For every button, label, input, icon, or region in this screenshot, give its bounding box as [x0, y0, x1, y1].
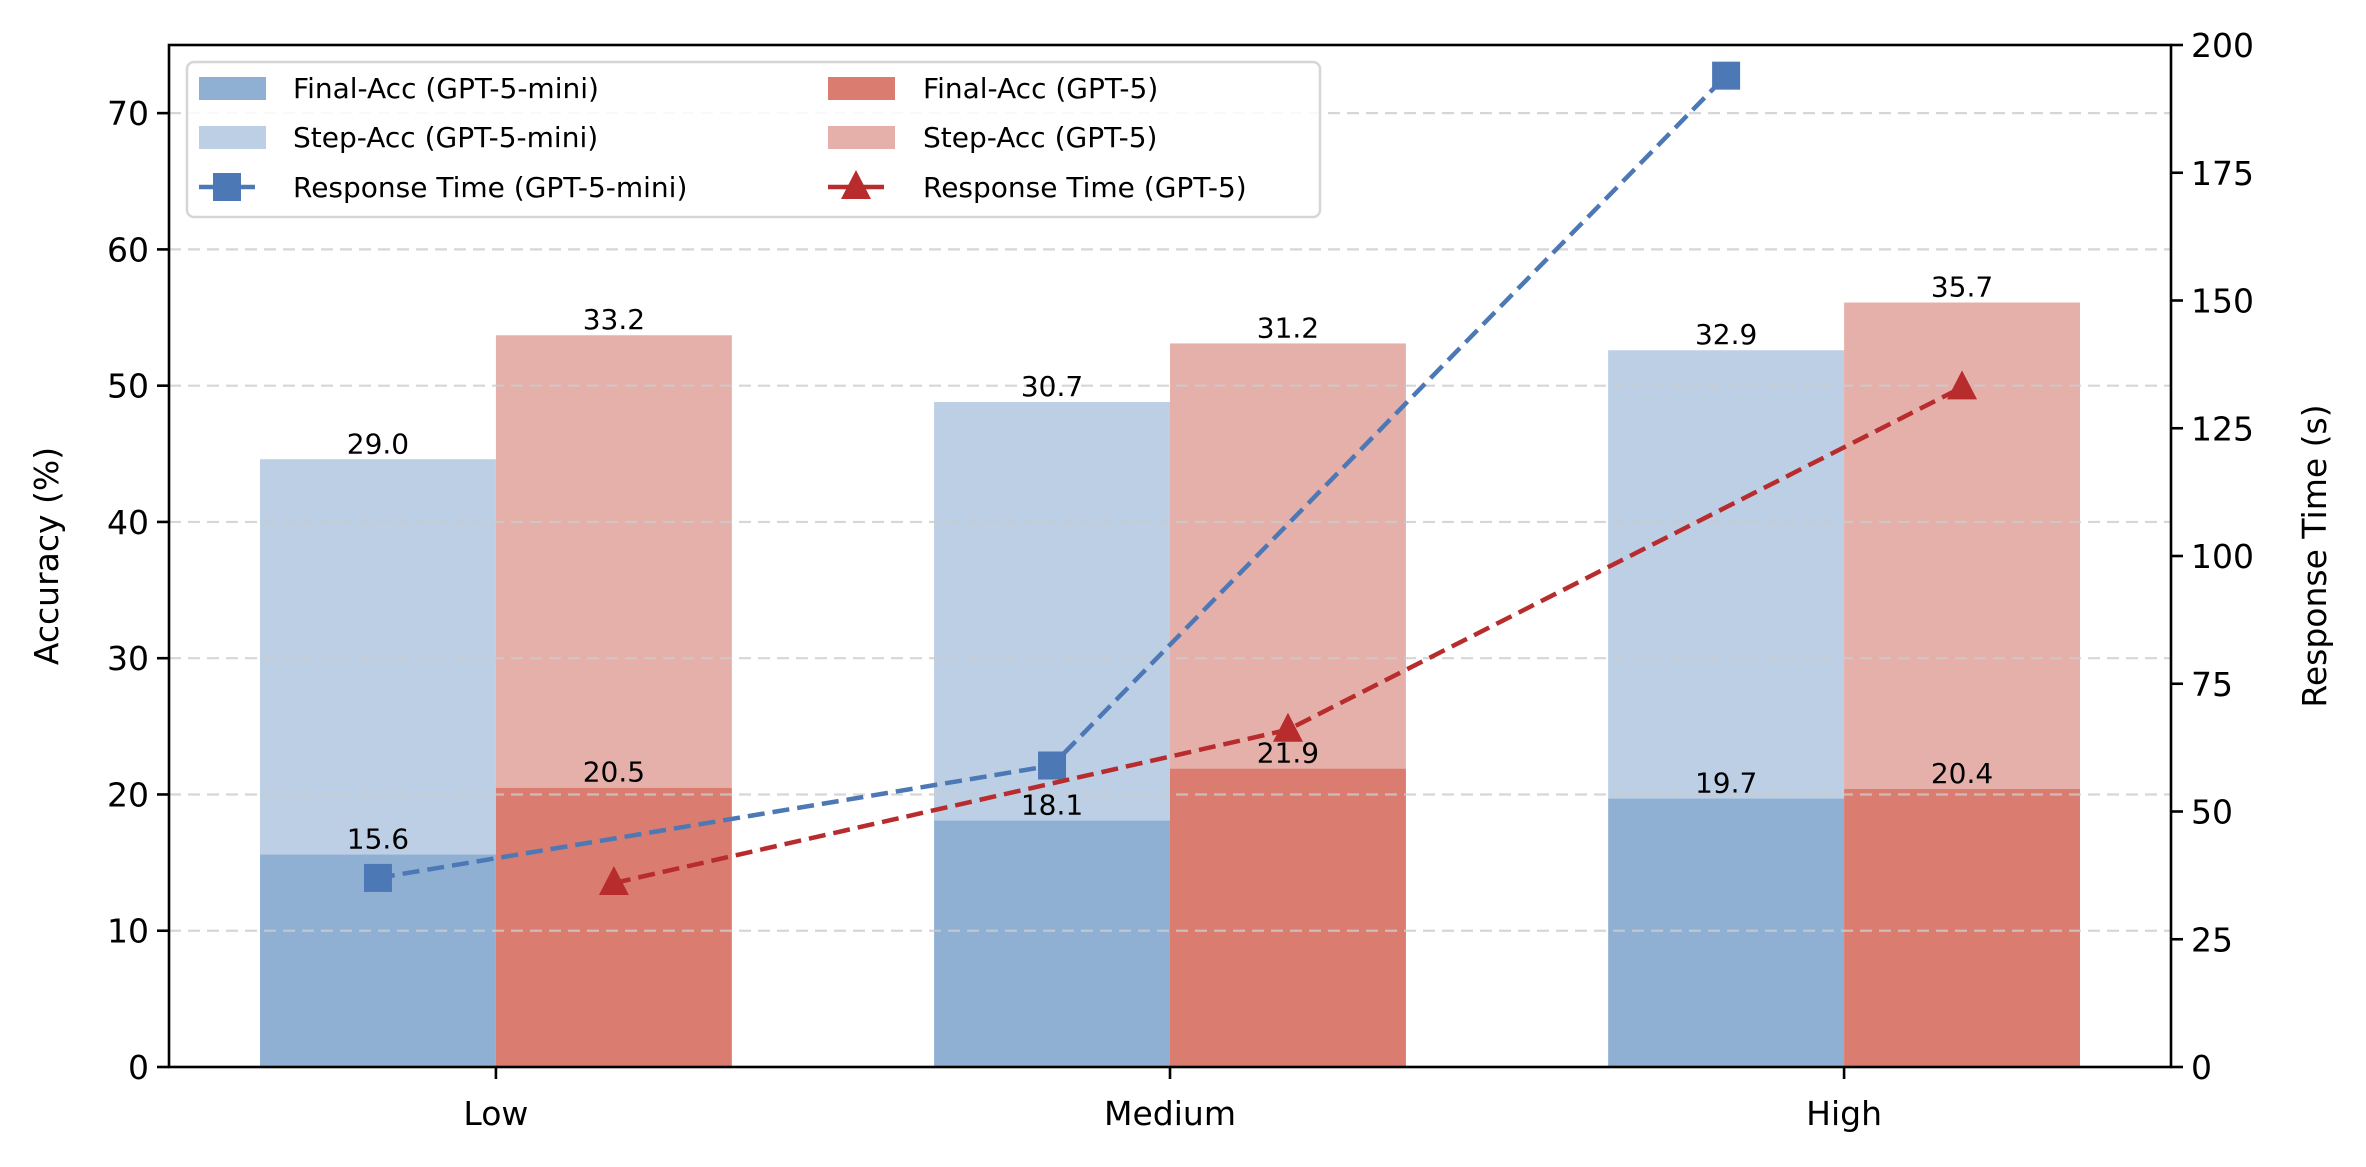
x-tick-label-high: High	[1806, 1094, 1882, 1133]
data-label-step-gpt-5-medium: 31.2	[1257, 311, 1319, 344]
y2-tick-label: 100	[2191, 537, 2254, 576]
legend-label-response-time-gpt-5: Response Time (GPT-5)	[923, 171, 1247, 204]
legend-label-final-acc-gpt-5-mini: Final-Acc (GPT-5-mini)	[293, 72, 599, 105]
marker-triangle-high	[1947, 370, 1978, 400]
y-tick-label: 50	[107, 367, 149, 406]
y-axis-label: Accuracy (%)	[27, 447, 66, 665]
response-time-lines	[363, 61, 1978, 896]
legend-swatch-step-acc-gpt-5	[828, 126, 895, 149]
data-label-final-gpt-5-high: 20.4	[1931, 757, 1993, 790]
data-label-step-gpt-5-mini-medium: 30.7	[1021, 370, 1083, 403]
y2-tick-label: 200	[2191, 26, 2254, 65]
legend-box	[185, 60, 1322, 219]
y2-axis-label: Response Time (s)	[2295, 404, 2334, 707]
y-tick-label: 10	[107, 912, 149, 951]
x-tick-label-medium: Medium	[1104, 1094, 1236, 1133]
bar-step-acc-gpt-5-mini-medium	[934, 402, 1170, 821]
marker-triangle-medium	[1272, 712, 1303, 742]
legend-swatch-final-acc-gpt-5-mini	[199, 77, 266, 100]
data-label-final-gpt-5-low: 20.5	[583, 756, 645, 789]
legend-swatch-step-acc-gpt-5-mini	[199, 126, 266, 149]
bar-final-acc-gpt-5-mini-medium	[934, 820, 1170, 1067]
y2-tick-label: 125	[2191, 409, 2254, 448]
bar-step-acc-gpt-5-mini-high	[1608, 350, 1845, 799]
y2-tick-label: 175	[2191, 154, 2254, 193]
y-tick-label: 70	[107, 94, 149, 133]
y-tick-label: 0	[128, 1048, 149, 1087]
y-tick-label: 20	[107, 775, 149, 814]
bar-final-acc-gpt-5-low	[495, 787, 732, 1067]
legend-label-response-time-gpt-5-mini: Response Time (GPT-5-mini)	[293, 171, 687, 204]
legend-label-final-acc-gpt-5: Final-Acc (GPT-5)	[923, 72, 1158, 105]
y2-tick-label: 0	[2191, 1048, 2212, 1087]
legend-swatch-final-acc-gpt-5	[828, 77, 895, 100]
legend-label-step-acc-gpt-5: Step-Acc (GPT-5)	[923, 121, 1157, 154]
bar-step-acc-gpt-5-mini-low	[260, 459, 496, 855]
marker-triangle-low	[598, 866, 629, 896]
data-label-step-gpt-5-mini-low: 29.0	[347, 427, 409, 460]
y2-tick-label: 150	[2191, 282, 2254, 321]
y-tick-label: 40	[107, 503, 149, 542]
data-label-final-gpt-5-mini-high: 19.7	[1695, 767, 1757, 800]
legend-label-step-acc-gpt-5-mini: Step-Acc (GPT-5-mini)	[293, 121, 598, 154]
marker-square-low	[363, 863, 392, 892]
data-label-step-gpt-5-mini-high: 32.9	[1695, 318, 1757, 351]
y2-tick-label: 25	[2191, 920, 2233, 959]
x-tick-label-low: Low	[463, 1094, 528, 1133]
y2-tick-label: 75	[2191, 665, 2233, 704]
marker-square-high	[1712, 61, 1741, 90]
data-label-final-gpt-5-mini-medium: 18.1	[1021, 788, 1083, 821]
y-tick-label: 30	[107, 639, 149, 678]
bar-final-acc-gpt-5-high	[1844, 789, 2080, 1067]
bar-final-acc-gpt-5-medium	[1170, 768, 1406, 1067]
data-label-final-gpt-5-medium: 21.9	[1257, 737, 1319, 770]
legend-triangle-marker-icon	[841, 170, 871, 199]
bar-step-acc-gpt-5-low	[495, 335, 732, 788]
bars-layer	[260, 302, 2080, 1067]
marker-square-medium	[1038, 751, 1067, 780]
y2-tick-label: 50	[2191, 793, 2233, 832]
axes: 0 10 20 30 40 50 60 70 0 25 50 75 100 125 150 175 200 Low…	[107, 26, 2254, 1133]
data-label-step-gpt-5-high: 35.7	[1931, 271, 1993, 304]
data-label-step-gpt-5-low: 33.2	[583, 303, 645, 336]
bar-step-acc-gpt-5-medium	[1170, 343, 1406, 769]
y-tick-label: 60	[107, 230, 149, 269]
data-labels: 15.6 29.0 20.5 33.2 18.1 30.7 21.9 31.2 19.7 32.9…	[347, 271, 1993, 856]
bar-final-acc-gpt-5-mini-high	[1608, 798, 1845, 1067]
data-label-final-gpt-5-mini-low: 15.6	[347, 822, 409, 855]
legend: Final-Acc (GPT-5-mini) Step-Acc (GPT-5-mi…	[185, 60, 1322, 219]
legend-square-marker-icon	[213, 173, 241, 201]
